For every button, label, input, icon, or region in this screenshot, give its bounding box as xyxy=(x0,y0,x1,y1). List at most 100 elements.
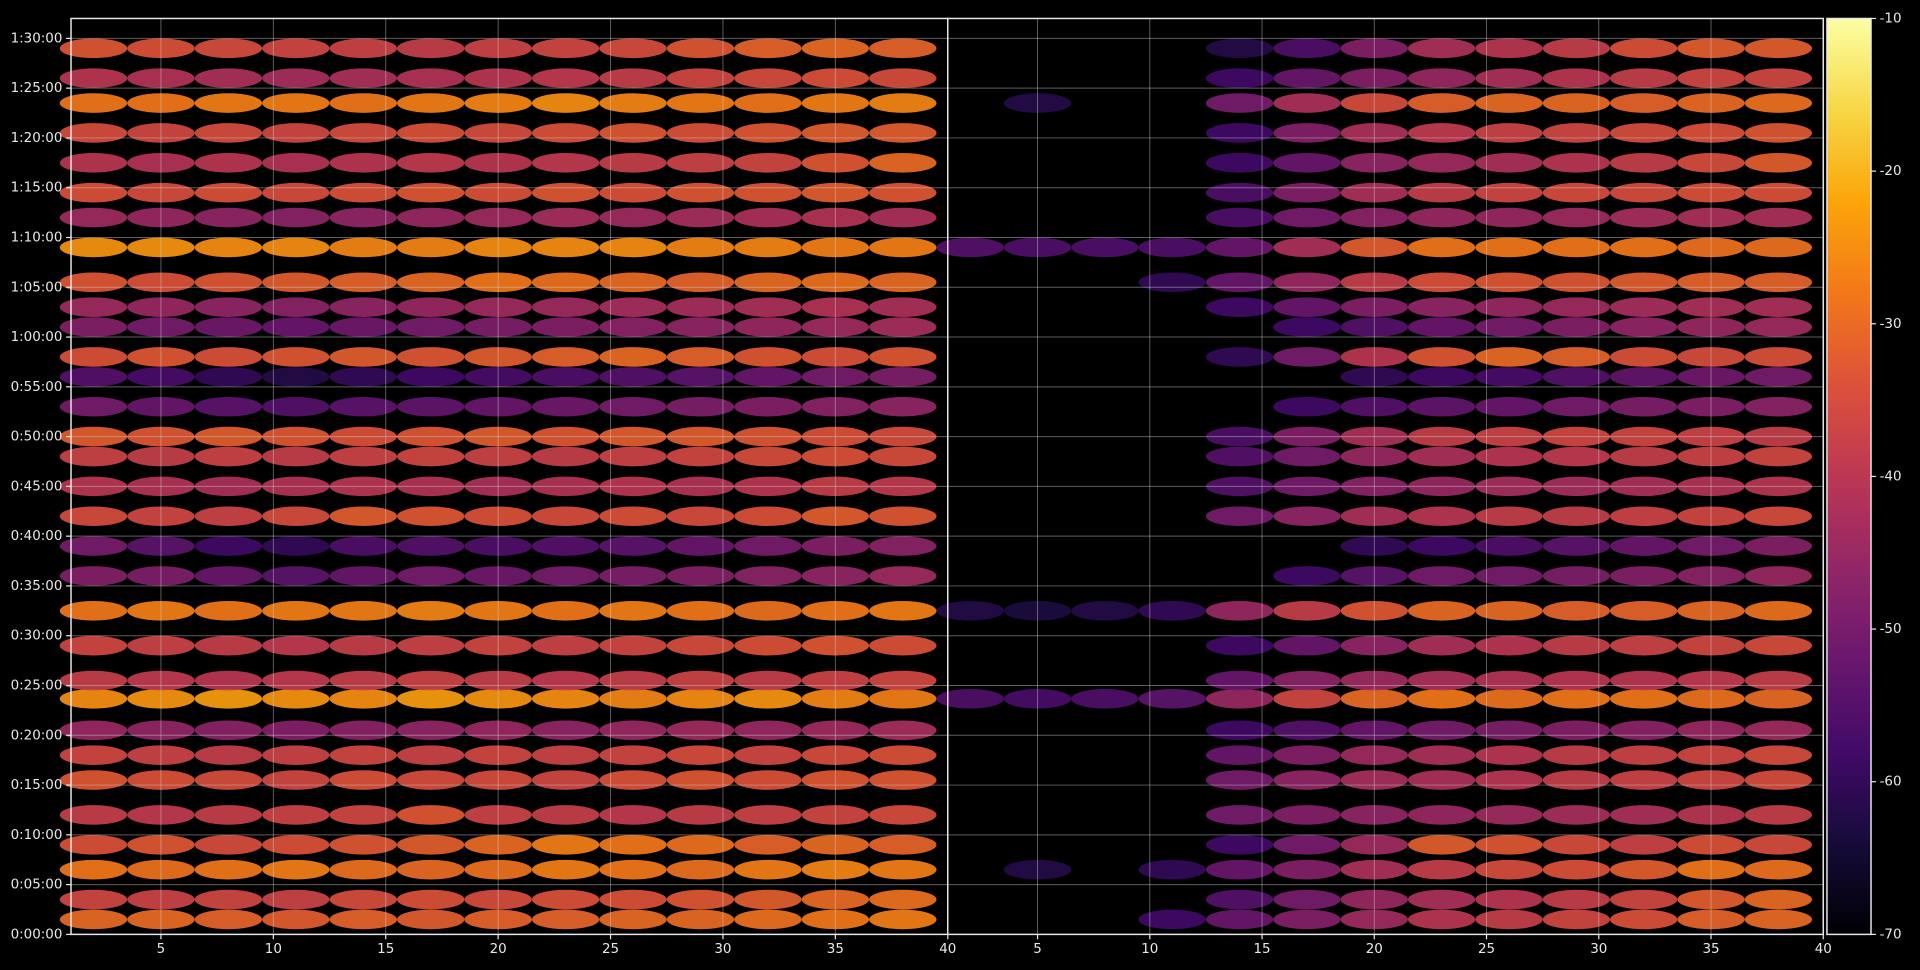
cell xyxy=(869,536,937,556)
cell xyxy=(1340,93,1408,113)
cell xyxy=(329,688,397,709)
cell xyxy=(262,297,330,317)
x-tick-label: 35 xyxy=(1702,942,1719,957)
cell xyxy=(869,237,937,258)
cell xyxy=(1542,68,1610,88)
cell xyxy=(1340,153,1408,173)
cell xyxy=(531,889,600,910)
cell xyxy=(464,688,532,709)
cell xyxy=(1475,506,1543,527)
cell xyxy=(666,834,735,855)
colorbar-tick-label: -40 xyxy=(1880,469,1902,484)
cell xyxy=(1340,38,1408,59)
cell xyxy=(1475,153,1543,173)
cell xyxy=(734,207,802,228)
cell xyxy=(1475,889,1543,910)
cell xyxy=(194,688,263,709)
cell xyxy=(1205,297,1274,317)
cell xyxy=(464,68,532,88)
cell xyxy=(464,347,532,367)
cell xyxy=(531,859,600,880)
cell xyxy=(59,123,128,143)
cell xyxy=(599,347,667,367)
cell xyxy=(1205,93,1274,113)
cell xyxy=(127,426,195,447)
cell xyxy=(1407,601,1476,621)
cell xyxy=(1340,688,1408,709)
x-tick-label: 30 xyxy=(714,942,731,957)
cell xyxy=(666,688,735,709)
cell xyxy=(127,720,195,741)
cell xyxy=(127,859,195,880)
cell xyxy=(1407,182,1476,203)
cell xyxy=(936,688,1004,709)
cell xyxy=(666,123,735,143)
cell xyxy=(801,834,870,855)
cell xyxy=(1407,93,1476,113)
cell xyxy=(599,93,667,113)
cell xyxy=(1340,446,1408,467)
cell xyxy=(262,367,330,387)
colorbar-tick-label: -20 xyxy=(1880,164,1902,179)
cell xyxy=(1542,153,1610,173)
cell xyxy=(531,566,600,586)
y-tick-label: 0:20:00 xyxy=(11,728,63,743)
cell xyxy=(734,367,802,387)
cell xyxy=(127,601,195,621)
cell xyxy=(1610,272,1678,293)
cell xyxy=(262,805,330,825)
cell xyxy=(1677,347,1745,367)
cell xyxy=(127,670,195,691)
cell xyxy=(127,123,195,143)
cell xyxy=(329,38,397,59)
cell xyxy=(1677,909,1745,930)
cell xyxy=(1475,834,1543,855)
cell xyxy=(869,297,937,317)
cell xyxy=(1542,834,1610,855)
cell xyxy=(869,745,937,765)
cell xyxy=(1610,237,1678,258)
cell xyxy=(1744,396,1813,417)
cell xyxy=(1205,909,1274,930)
cell xyxy=(194,909,263,930)
cell xyxy=(1475,635,1543,656)
cell xyxy=(262,566,330,586)
cell xyxy=(194,889,263,910)
cell xyxy=(262,38,330,59)
cell xyxy=(464,38,532,59)
cell xyxy=(1542,566,1610,586)
cell xyxy=(801,93,870,113)
cell xyxy=(734,635,802,656)
cell xyxy=(1542,770,1610,790)
cell xyxy=(194,536,263,556)
cell xyxy=(1340,770,1408,790)
cell xyxy=(1677,123,1745,143)
cell xyxy=(1407,670,1476,691)
cell xyxy=(59,566,128,586)
cell xyxy=(1407,347,1476,367)
cell xyxy=(531,237,600,258)
cell xyxy=(1542,38,1610,59)
cell xyxy=(464,859,532,880)
cell xyxy=(1542,688,1610,709)
panel-cells xyxy=(936,38,1813,930)
cell xyxy=(801,347,870,367)
cell xyxy=(1542,396,1610,417)
cell xyxy=(869,909,937,930)
cell xyxy=(262,396,330,417)
cell xyxy=(599,297,667,317)
cell xyxy=(262,347,330,367)
cell xyxy=(734,237,802,258)
cell xyxy=(599,889,667,910)
cell xyxy=(127,745,195,765)
cell xyxy=(1475,720,1543,741)
cell xyxy=(1475,68,1543,88)
cell xyxy=(801,68,870,88)
cell xyxy=(396,805,465,825)
cell xyxy=(869,720,937,741)
cell xyxy=(1205,38,1274,59)
cell xyxy=(194,446,263,467)
cell xyxy=(599,601,667,621)
cell xyxy=(599,153,667,173)
cell xyxy=(1610,859,1678,880)
